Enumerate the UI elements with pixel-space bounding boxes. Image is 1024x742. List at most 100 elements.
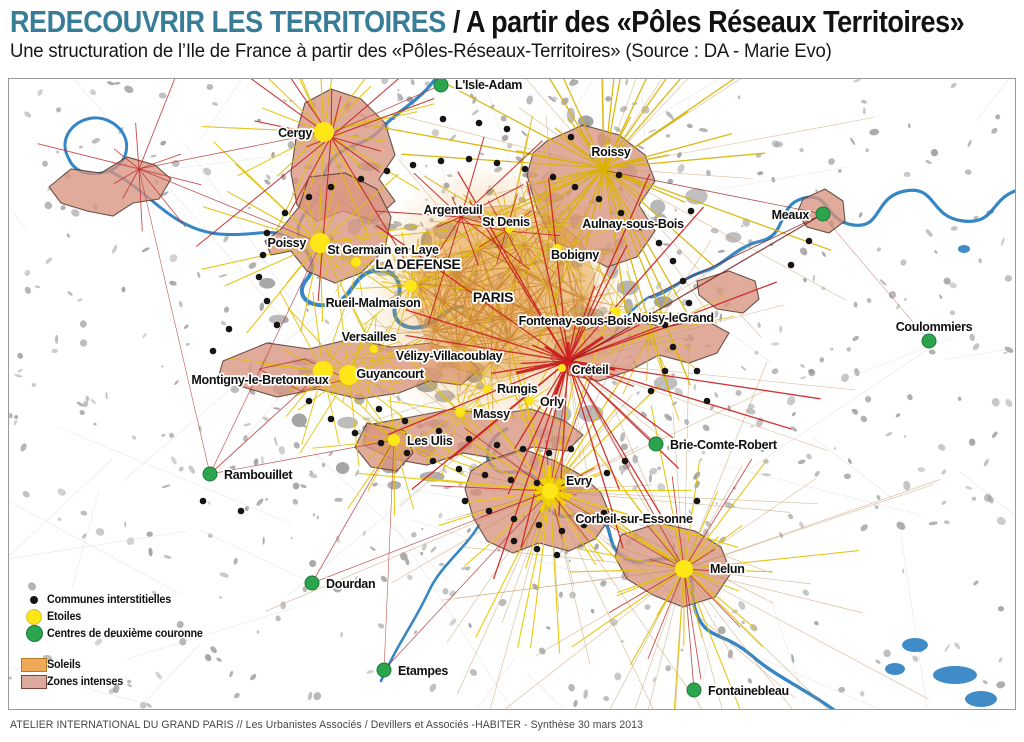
network-link [606, 170, 824, 215]
labels-layer: Cergy Poissy Roissy Evry Melun Les Ulis Massy R… [190, 79, 975, 700]
commune-dot [401, 417, 409, 425]
map-label-noisy-legrand: Noisy-leGrand [632, 311, 714, 325]
commune-dot [685, 299, 693, 307]
etoile-marker [505, 225, 513, 233]
markers-layer [202, 79, 937, 698]
map-label-fontenay-sous-bois: Fontenay-sous-Bois [519, 314, 634, 328]
commune-dot [580, 521, 588, 529]
map-label-montigny-le-bretonneux: Montigny-le-Bretonneux [191, 373, 328, 387]
footer-credit: ATELIER INTERNATIONAL DU GRAND PARIS // … [10, 719, 643, 731]
etoile-marker-les-ulis [388, 434, 400, 446]
commune-dot [409, 161, 417, 169]
commune-dot [191, 377, 199, 385]
commune-dot [327, 183, 335, 191]
commune-dot [383, 167, 391, 175]
centre-marker-etampes [376, 662, 392, 678]
map-label-evry: Evry [566, 474, 592, 488]
title-highlight: REDECOUVRIR LES TERRITOIRES [10, 4, 446, 39]
etoile-marker-evry [542, 483, 558, 499]
commune-dot [273, 321, 281, 329]
lake [902, 638, 928, 652]
commune-dot [581, 477, 589, 485]
network-link [311, 439, 395, 584]
map-label-meaux: Meaux [772, 208, 810, 222]
commune-dot [510, 537, 518, 545]
commune-dot [237, 507, 245, 515]
commune-dot [693, 497, 701, 505]
network-link [209, 439, 395, 475]
commune-dot [703, 397, 711, 405]
centre-circle-icon [21, 625, 47, 642]
commune-dot [533, 479, 541, 487]
commune-dot [787, 261, 795, 269]
network-link [570, 213, 824, 362]
commune-dot [375, 405, 383, 413]
network-link [311, 490, 551, 584]
network-link [209, 244, 321, 475]
commune-dot [429, 457, 437, 465]
map-label-corbeil-sur-essonne: Corbeil-sur-Essonne [575, 512, 693, 526]
centre-marker-l-isle-adam [433, 79, 449, 93]
legend-label: Etoiles [47, 610, 82, 623]
commune-dot [225, 325, 233, 333]
commune-dot [553, 551, 561, 559]
centre-marker-meaux [815, 206, 831, 222]
commune-dot [521, 165, 529, 173]
soleil-swatch-icon [21, 657, 47, 672]
network-link [138, 168, 321, 244]
commune-dot [558, 527, 566, 535]
map-label-etampes: Etampes [398, 664, 448, 678]
lake [933, 666, 977, 684]
etoile-marker-orly [526, 397, 534, 405]
commune-dot [403, 449, 411, 457]
lake [885, 663, 905, 675]
etoile-marker-st-germain-en-laye [351, 257, 361, 267]
commune-dot [461, 497, 469, 505]
commune-dot [647, 387, 655, 395]
legend-item-soleils: Soleils [21, 656, 213, 673]
lake [958, 245, 970, 253]
etoile-circle-icon [21, 608, 47, 625]
legend-item-communes: Communes interstitielles [21, 591, 213, 608]
map-label-v-lizy-villacoublay: Vélizy-Villacoublay [396, 349, 503, 363]
commune-dot [687, 207, 695, 215]
etoile-marker-poissy [310, 233, 330, 253]
commune-dot [679, 277, 687, 285]
legend-item-etoiles: Etoiles [21, 608, 213, 625]
map-label-aulnay-sous-bois: Aulnay-sous-Bois [582, 217, 684, 231]
map-frame: Cergy Poissy Roissy Evry Melun Les Ulis Massy R… [8, 78, 1016, 710]
network-link [138, 168, 211, 475]
commune-dot [255, 273, 263, 281]
network-link [138, 131, 325, 170]
commune-dot [603, 469, 611, 477]
legend-label: Centres de deuxième couronne [47, 627, 203, 640]
network-link [258, 368, 302, 392]
etoile-marker [339, 365, 359, 385]
header: REDECOUVRIR LES TERRITOIRES / A partir d… [10, 4, 1020, 63]
network-link [326, 84, 442, 136]
network-link [683, 568, 695, 691]
commune-dot [503, 125, 511, 133]
map-label-rambouillet: Rambouillet [224, 468, 293, 482]
network-link [258, 358, 306, 370]
commune-dot [281, 209, 289, 217]
map-label-cergy: Cergy [278, 126, 312, 140]
commune-dot [669, 343, 677, 351]
commune-dot [805, 237, 813, 245]
map-label-rueil-malmaison: Rueil-Malmaison [326, 296, 421, 310]
map-label-poissy: Poissy [267, 236, 306, 250]
map-label-les-ulis: Les Ulis [407, 434, 453, 448]
legend-item-zones: Zones intenses [21, 673, 213, 690]
commune-dot [669, 257, 677, 265]
commune-dot [655, 239, 663, 247]
map-label-guyancourt: Guyancourt [356, 367, 424, 381]
network-link [383, 439, 395, 671]
commune-dot [617, 209, 625, 217]
etoile-marker [405, 280, 417, 292]
legend: Communes interstitielles Etoiles Centres… [21, 591, 213, 690]
commune-dot [510, 515, 518, 523]
commune-dot [455, 465, 463, 473]
map-label-argenteuil: Argenteuil [424, 203, 483, 217]
commune-dot [549, 173, 557, 181]
